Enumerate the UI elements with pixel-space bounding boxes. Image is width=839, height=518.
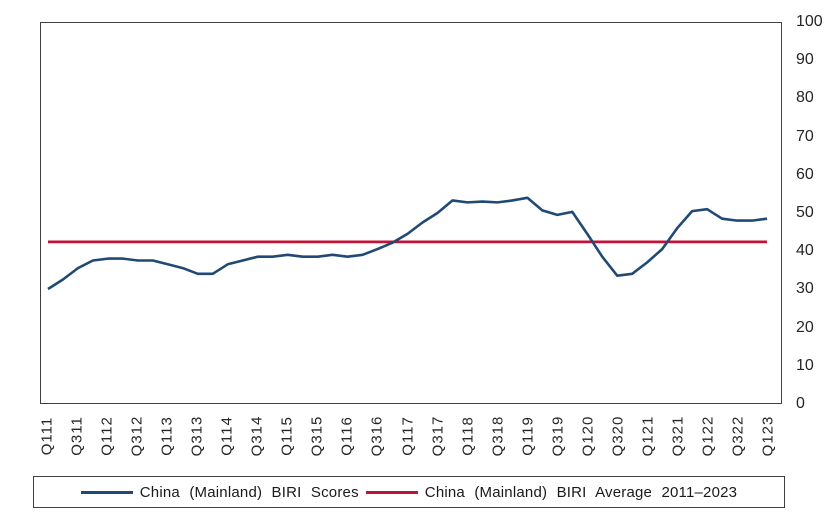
x-tick-label: Q120: [579, 415, 597, 457]
x-tick-label: Q121: [639, 415, 657, 457]
x-tick-label: Q117: [399, 416, 416, 456]
x-tick-label: Q313: [188, 415, 206, 457]
x-tick-label: Q321: [669, 415, 687, 457]
x-tick-label: Q317: [429, 415, 447, 457]
plot-canvas: [47, 196, 768, 291]
plot-area: [40, 22, 782, 404]
biri-scores-line: [47, 196, 768, 291]
scores-line-swatch: [80, 490, 133, 494]
y-tick-label: 80: [796, 89, 814, 107]
x-tick-label: Q114: [218, 416, 236, 456]
x-tick-label: Q312: [128, 415, 146, 457]
x-tick-label: Q311: [68, 416, 86, 456]
x-tick-label: Q320: [609, 415, 627, 457]
x-tick-label: Q118: [459, 416, 477, 456]
x-tick-label: Q314: [248, 415, 266, 457]
x-tick-label: Q115: [278, 416, 296, 456]
y-tick-label: 0: [796, 395, 805, 412]
x-tick-label: Q322: [729, 415, 747, 457]
legend: China (Mainland) BIRI Scores China (Main…: [33, 476, 785, 508]
x-tick-label: Q316: [368, 415, 386, 457]
x-tick-label: Q111: [38, 416, 56, 456]
x-tick-label: Q319: [549, 415, 567, 457]
x-tick-label: Q318: [489, 415, 507, 457]
x-tick-label: Q315: [308, 415, 326, 457]
x-tick-label: Q123: [759, 415, 777, 457]
y-tick-label: 20: [796, 318, 814, 336]
y-tick-label: 70: [796, 127, 814, 145]
x-tick-label: Q116: [338, 416, 356, 456]
y-tick-label: 40: [796, 242, 814, 260]
average-line-swatch: [365, 490, 418, 494]
x-tick-label: Q119: [519, 416, 537, 456]
y-tick-label: 90: [796, 51, 814, 69]
y-tick-label: 100: [796, 13, 823, 30]
y-tick-label: 50: [796, 204, 814, 221]
y-tick-label: 30: [796, 280, 814, 298]
average-legend-label: China (Mainland) BIRI Average 2011–2023: [424, 483, 738, 501]
y-tick-label: 10: [796, 356, 814, 374]
x-tick-label: Q112: [98, 416, 116, 456]
scores-legend-label: China (Mainland) BIRI Scores: [139, 483, 359, 501]
x-tick-label: Q113: [158, 416, 176, 456]
x-tick-label: Q122: [699, 415, 717, 457]
y-tick-label: 60: [796, 165, 814, 183]
